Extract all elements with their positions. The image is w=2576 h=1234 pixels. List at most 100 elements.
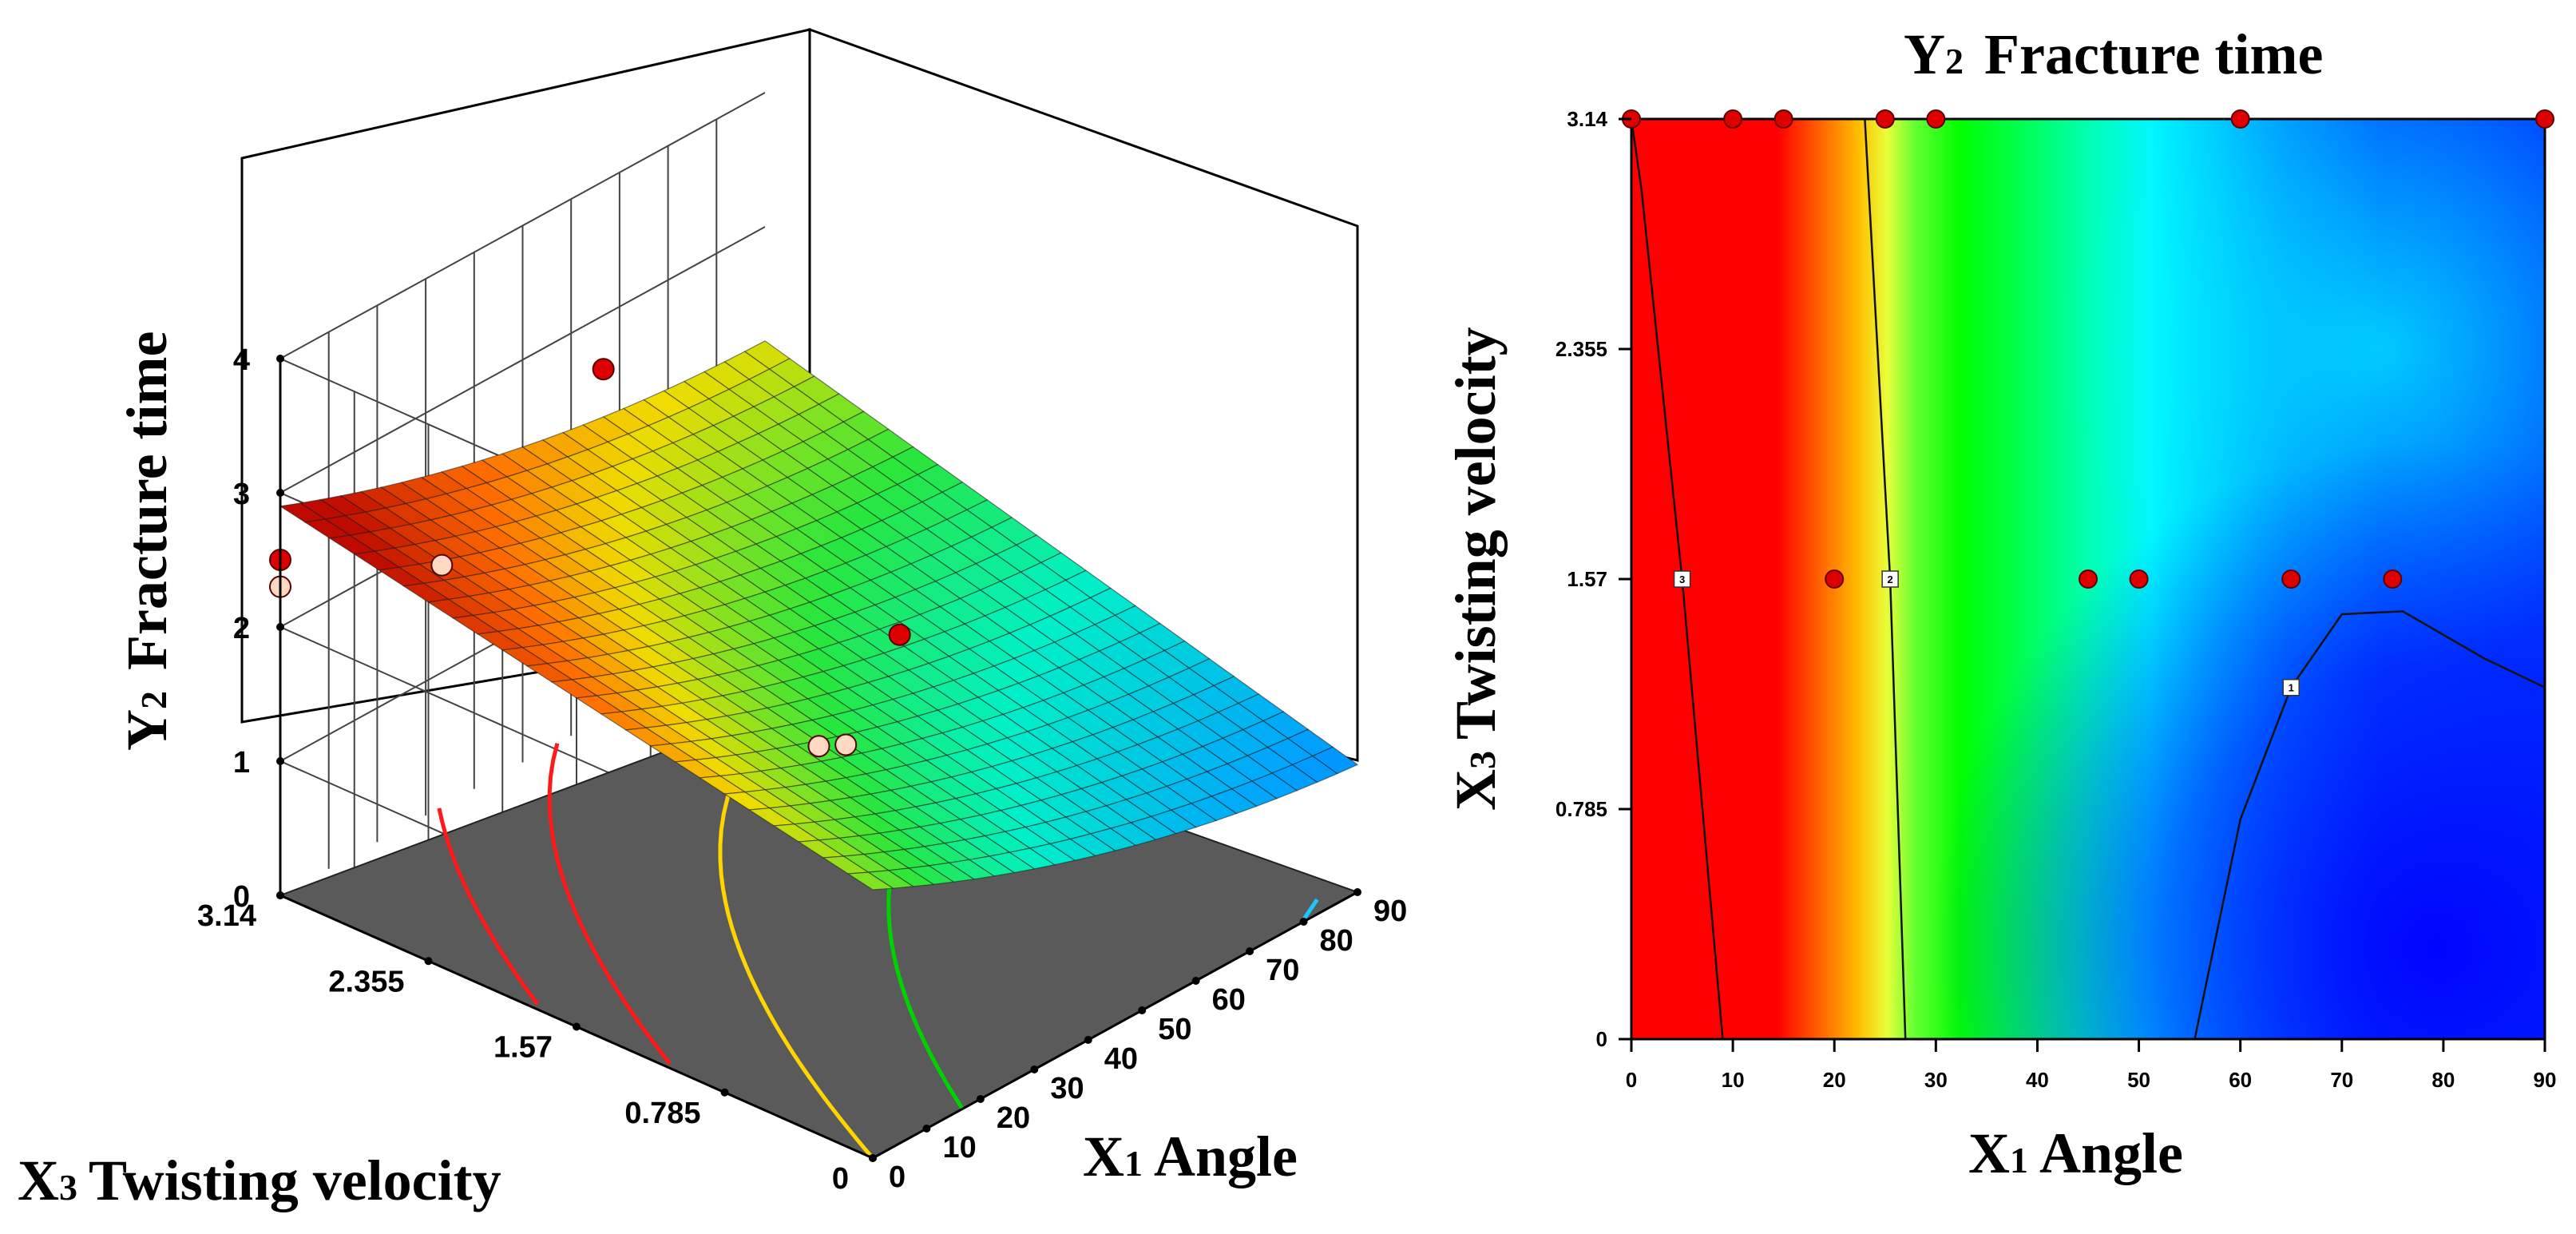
x-tick-label-3d: 60 xyxy=(1212,983,1246,1017)
contour-line xyxy=(1630,118,1724,1040)
contour-label: 3 xyxy=(1679,573,1685,585)
x-axis-label-3d: X1 Angle xyxy=(1083,1125,1298,1188)
x-tick-label-3d: 20 xyxy=(997,1101,1030,1135)
contour-label-box xyxy=(1673,570,1691,588)
contour-y-axis-label: X3Twisting velocity xyxy=(1444,327,1508,811)
x-tick-mark-3d xyxy=(976,1095,985,1103)
contour-y-ticks: 0 0.785 1.57 2.355 3.14 xyxy=(1556,107,1631,1051)
y-tick-mark-3d xyxy=(573,1022,581,1031)
contour-design-point xyxy=(1773,109,1793,129)
y-tick-label-3d: 1.57 xyxy=(493,1031,553,1065)
z-tick-label: 2 xyxy=(233,612,250,645)
contour-x-tick-label: 70 xyxy=(2330,1068,2353,1092)
design-point-3d xyxy=(592,358,615,381)
contour-x-tick-label: 20 xyxy=(1823,1068,1846,1092)
contour-label: 2 xyxy=(1888,573,1893,585)
floor-contour-line xyxy=(547,743,672,1065)
contour-design-point xyxy=(2281,569,2301,589)
contour-x-tick-label: 50 xyxy=(2127,1068,2150,1092)
contour-x-axis-label: X1 Angle xyxy=(1968,1121,2183,1185)
contour-design-point xyxy=(2079,569,2098,589)
contour-x-tick-label: 90 xyxy=(2534,1068,2557,1092)
contour-design-point xyxy=(1825,569,1845,589)
y-tick-mark-3d xyxy=(276,891,284,899)
y-tick-mark-3d xyxy=(424,957,433,966)
contour-line xyxy=(2194,610,2546,1040)
z-tick-label: 1 xyxy=(233,746,250,780)
x-tick-label-3d: 30 xyxy=(1050,1072,1084,1105)
contour-label-box xyxy=(1881,570,1899,588)
contour-title: Y2 Fracture time xyxy=(1904,22,2323,86)
x-tick-label-3d: 10 xyxy=(942,1131,976,1165)
contour-x-tick-label: 80 xyxy=(2431,1068,2455,1092)
design-point-3d xyxy=(834,733,858,756)
design-point-3d xyxy=(807,735,830,758)
contour-y-tick-label: 3.14 xyxy=(1567,107,1607,131)
x-tick-label-3d: 70 xyxy=(1266,954,1299,987)
x-axis-line-3d xyxy=(872,891,1358,1160)
surface-plot-panel: 0 1 2 3 4 0 0.785 1.57 2.355 3.14 0 10 20 30 40 50 60 7… xyxy=(18,27,1407,1212)
contour-y-tick-label: 0 xyxy=(1596,1027,1607,1051)
contour-design-point xyxy=(1723,109,1743,129)
x-tick-label-3d: 0 xyxy=(889,1161,906,1194)
design-point-3d xyxy=(888,623,911,646)
contour-x-tick-label: 10 xyxy=(1722,1068,1745,1092)
design-point-3d xyxy=(430,554,454,577)
z-axis-label: Y2Fracture time xyxy=(115,331,179,751)
x-tick-mark-3d xyxy=(1084,1036,1092,1044)
heatmap-fill xyxy=(1631,119,2545,1039)
y-tick-label-3d: 3.14 xyxy=(197,899,256,933)
contour-design-point xyxy=(1875,109,1895,129)
z-tick-label: 4 xyxy=(233,343,250,377)
contour-plot-panel: Y2 Fracture time 3 21 0 10 20 30 40 50 60 70 80 90 … xyxy=(1444,22,2556,1185)
x-tick-mark-3d xyxy=(1138,1006,1147,1014)
y-tick-label-3d: 0.785 xyxy=(624,1097,700,1130)
z-axis-ticks: 0 1 2 3 4 xyxy=(233,343,284,914)
y-axis-ticks-3d: 0 0.785 1.57 2.355 3.14 xyxy=(197,891,877,1196)
contour-design-point xyxy=(2383,569,2403,589)
contour-label-box xyxy=(2282,678,2300,696)
response-surface xyxy=(279,340,1359,891)
contour-y-tick-label: 1.57 xyxy=(1567,567,1607,591)
x-tick-mark-3d xyxy=(869,1154,877,1162)
y-tick-label-3d: 0 xyxy=(832,1162,849,1196)
z-tick-mark xyxy=(276,623,284,631)
contour-design-point xyxy=(2535,109,2554,129)
z-tick-label: 0 xyxy=(233,880,250,914)
contour-design-point xyxy=(1926,109,1946,129)
contour-lines: 3 2 1 xyxy=(1630,118,2546,1040)
contour-x-tick-label: 30 xyxy=(1924,1068,1948,1092)
x-tick-mark-3d xyxy=(1299,918,1308,926)
contour-design-point xyxy=(2129,569,2149,589)
contour-x-ticks: 0 10 20 30 40 50 60 70 80 90 xyxy=(1626,1039,2557,1092)
y-axis-label-3d: X3 Twisting velocity xyxy=(18,1149,501,1212)
z-tick-mark xyxy=(276,489,284,497)
contour-x-tick-label: 60 xyxy=(2229,1068,2252,1092)
contour-label: 1 xyxy=(2289,682,2294,694)
z-tick-label: 3 xyxy=(233,478,250,511)
x-tick-mark-3d xyxy=(1030,1065,1039,1073)
contour-design-point xyxy=(2230,109,2250,129)
x-tick-mark-3d xyxy=(1191,977,1200,985)
z-tick-mark xyxy=(276,355,284,363)
contour-design-points xyxy=(1622,109,2554,589)
y-tick-label-3d: 2.355 xyxy=(328,965,404,998)
x-tick-mark-3d xyxy=(922,1125,931,1133)
x-tick-label-3d: 40 xyxy=(1104,1042,1138,1076)
floor-contour-line xyxy=(718,661,874,1160)
x-tick-mark-3d xyxy=(1246,947,1254,955)
x-axis-ticks-3d: 0 10 20 30 40 50 60 70 80 90 xyxy=(869,888,1407,1194)
surface-facet xyxy=(846,871,895,891)
x-tick-mark-3d xyxy=(1353,888,1361,896)
floor-contour-line xyxy=(437,807,540,1006)
x-tick-label-3d: 50 xyxy=(1158,1013,1191,1046)
contour-y-tick-label: 2.355 xyxy=(1556,337,1607,361)
x-tick-label-3d: 90 xyxy=(1373,895,1407,928)
contour-y-tick-label: 0.785 xyxy=(1556,797,1607,821)
z-tick-mark xyxy=(276,757,284,765)
contour-x-tick-label: 40 xyxy=(2026,1068,2049,1092)
contour-x-tick-label: 0 xyxy=(1626,1068,1637,1092)
x-tick-label-3d: 80 xyxy=(1320,924,1353,958)
y-tick-mark-3d xyxy=(720,1088,729,1097)
